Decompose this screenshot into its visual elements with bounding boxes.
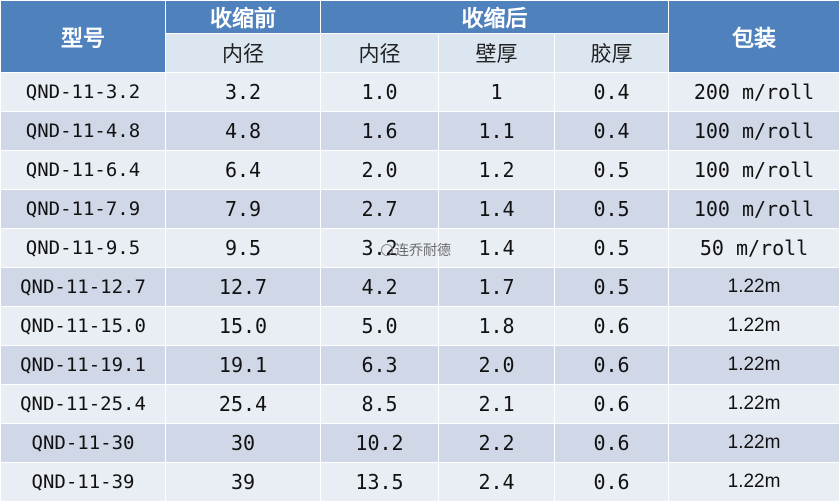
glue-thickness-cell: 0.6 — [555, 463, 669, 502]
wall-thickness-cell: 1 — [439, 73, 555, 112]
after-inner-diameter-cell: 3.2 — [321, 229, 439, 268]
wall-thickness-cell: 1.7 — [439, 268, 555, 307]
after-inner-diameter-cell: 13.5 — [321, 463, 439, 502]
glue-thickness-cell: 0.5 — [555, 229, 669, 268]
glue-thickness-cell: 0.5 — [555, 151, 669, 190]
subheader-wall-thickness: 壁厚 — [439, 34, 555, 73]
glue-thickness-cell: 0.4 — [555, 73, 669, 112]
after-inner-diameter-cell: 2.0 — [321, 151, 439, 190]
model-cell: QND-11-19.1 — [1, 346, 166, 385]
header-model: 型号 — [1, 1, 166, 73]
before-inner-diameter-cell: 9.5 — [166, 229, 321, 268]
package-cell: 1.22m — [669, 268, 839, 307]
glue-thickness-cell: 0.6 — [555, 346, 669, 385]
model-cell: QND-11-7.9 — [1, 190, 166, 229]
package-cell: 1.22m — [669, 463, 839, 502]
model-cell: QND-11-15.0 — [1, 307, 166, 346]
after-inner-diameter-cell: 10.2 — [321, 424, 439, 463]
model-cell: QND-11-25.4 — [1, 385, 166, 424]
package-cell: 100 m/roll — [669, 151, 839, 190]
glue-thickness-cell: 0.6 — [555, 424, 669, 463]
model-cell: QND-11-3.2 — [1, 73, 166, 112]
model-cell: QND-11-6.4 — [1, 151, 166, 190]
before-inner-diameter-cell: 4.8 — [166, 112, 321, 151]
package-cell: 200 m/roll — [669, 73, 839, 112]
before-inner-diameter-cell: 7.9 — [166, 190, 321, 229]
after-inner-diameter-cell: 8.5 — [321, 385, 439, 424]
wall-thickness-cell: 1.8 — [439, 307, 555, 346]
after-inner-diameter-cell: 2.7 — [321, 190, 439, 229]
wall-thickness-cell: 1.4 — [439, 229, 555, 268]
package-cell: 50 m/roll — [669, 229, 839, 268]
wall-thickness-cell: 2.1 — [439, 385, 555, 424]
before-inner-diameter-cell: 39 — [166, 463, 321, 502]
subheader-before-inner-diameter: 内径 — [166, 34, 321, 73]
before-inner-diameter-cell: 15.0 — [166, 307, 321, 346]
package-cell: 1.22m — [669, 424, 839, 463]
before-inner-diameter-cell: 12.7 — [166, 268, 321, 307]
wall-thickness-cell: 2.0 — [439, 346, 555, 385]
header-package: 包装 — [669, 1, 839, 73]
after-inner-diameter-cell: 4.2 — [321, 268, 439, 307]
before-inner-diameter-cell: 25.4 — [166, 385, 321, 424]
package-cell: 1.22m — [669, 307, 839, 346]
after-inner-diameter-cell: 5.0 — [321, 307, 439, 346]
model-cell: QND-11-12.7 — [1, 268, 166, 307]
subheader-after-inner-diameter: 内径 — [321, 34, 439, 73]
before-inner-diameter-cell: 30 — [166, 424, 321, 463]
before-inner-diameter-cell: 6.4 — [166, 151, 321, 190]
header-before-shrink: 收缩前 — [166, 1, 321, 34]
model-cell: QND-11-39 — [1, 463, 166, 502]
table-header: 型号 收缩前 收缩后 包装 内径 内径 壁厚 胶厚 — [1, 1, 839, 73]
after-inner-diameter-cell: 6.3 — [321, 346, 439, 385]
wall-thickness-cell: 2.4 — [439, 463, 555, 502]
wall-thickness-cell: 1.2 — [439, 151, 555, 190]
package-cell: 1.22m — [669, 346, 839, 385]
before-inner-diameter-cell: 3.2 — [166, 73, 321, 112]
glue-thickness-cell: 0.5 — [555, 268, 669, 307]
after-inner-diameter-cell: 1.0 — [321, 73, 439, 112]
package-cell: 1.22m — [669, 385, 839, 424]
model-cell: QND-11-9.5 — [1, 229, 166, 268]
before-inner-diameter-cell: 19.1 — [166, 346, 321, 385]
header-after-shrink: 收缩后 — [321, 1, 669, 34]
package-cell: 100 m/roll — [669, 112, 839, 151]
wall-thickness-cell: 2.2 — [439, 424, 555, 463]
package-cell: 100 m/roll — [669, 190, 839, 229]
model-cell: QND-11-30 — [1, 424, 166, 463]
after-inner-diameter-cell: 1.6 — [321, 112, 439, 151]
subheader-glue-thickness: 胶厚 — [555, 34, 669, 73]
glue-thickness-cell: 0.6 — [555, 385, 669, 424]
glue-thickness-cell: 0.6 — [555, 307, 669, 346]
wall-thickness-cell: 1.1 — [439, 112, 555, 151]
glue-thickness-cell: 0.5 — [555, 190, 669, 229]
model-cell: QND-11-4.8 — [1, 112, 166, 151]
glue-thickness-cell: 0.4 — [555, 112, 669, 151]
wall-thickness-cell: 1.4 — [439, 190, 555, 229]
